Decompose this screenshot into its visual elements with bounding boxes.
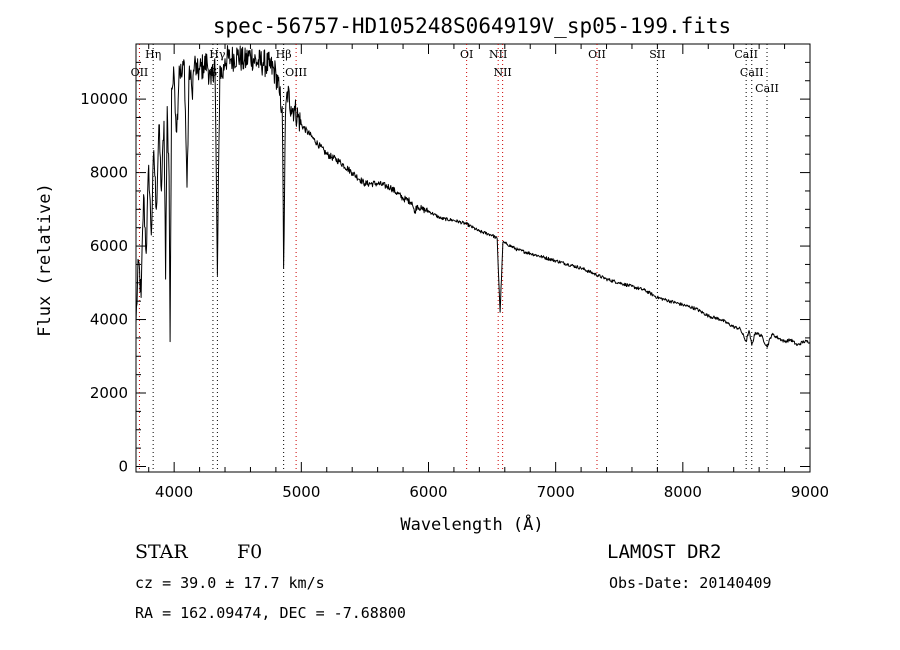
y-tick-label: 2000	[90, 384, 128, 402]
chart-title: spec-56757-HD105248S064919V_sp05-199.fit…	[213, 14, 731, 38]
y-axis-label: Flux (relative)	[35, 183, 55, 337]
y-tick-label: 4000	[90, 311, 128, 329]
redshift-text: cz = 39.0 ± 17.7 km/s	[135, 574, 325, 592]
line-marker-label: CaII	[734, 48, 758, 61]
x-tick-label: 8000	[664, 483, 702, 501]
line-marker-label: OI	[460, 48, 473, 61]
x-axis-label: Wavelength (Å)	[400, 513, 543, 535]
spectral-class-label: STAR	[135, 541, 188, 563]
line-marker-label: Hγ	[209, 48, 226, 61]
line-marker-label: SII	[649, 48, 665, 61]
line-marker-label: OIII	[285, 66, 307, 79]
plot-area: 4000 5000 6000 7000 8000 9000 0 2000 4000 6000 800…	[80, 43, 829, 501]
line-marker-label: NII	[489, 48, 507, 61]
plot-frame	[135, 43, 811, 473]
observation-date-text: Obs-Date: 20140409	[609, 574, 772, 592]
line-marker-label: Hη	[145, 48, 161, 61]
x-tick-label: 9000	[791, 483, 829, 501]
line-marker-label: CaII	[755, 82, 779, 95]
x-tick-label: 7000	[537, 483, 575, 501]
line-marker-label: OII	[588, 48, 606, 61]
line-marker-label: Hβ	[276, 48, 292, 61]
y-tick-label: 10000	[80, 90, 128, 108]
spectrum-line	[135, 45, 811, 348]
line-marker-label: CaII	[740, 66, 764, 79]
x-tick-label: 4000	[155, 483, 193, 501]
line-marker-label: NII	[493, 66, 511, 79]
x-tick-label: 5000	[282, 483, 320, 501]
y-tick-label: 0	[118, 457, 128, 475]
spectral-subclass-label: F0	[237, 541, 263, 563]
survey-label: LAMOST DR2	[607, 541, 722, 563]
y-tick-label: 8000	[90, 164, 128, 182]
y-tick-label: 6000	[90, 237, 128, 255]
x-tick-label: 6000	[409, 483, 447, 501]
line-marker-label: OII	[131, 66, 149, 79]
coordinates-text: RA = 162.09474, DEC = -7.68800	[135, 604, 406, 622]
